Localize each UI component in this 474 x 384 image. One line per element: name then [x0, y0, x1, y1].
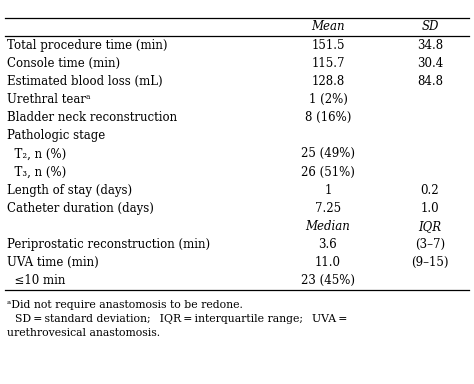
Text: Bladder neck reconstruction: Bladder neck reconstruction	[7, 111, 177, 124]
Text: Estimated blood loss (mL): Estimated blood loss (mL)	[7, 75, 163, 88]
Text: 30.4: 30.4	[417, 57, 443, 70]
Text: Length of stay (days): Length of stay (days)	[7, 184, 132, 197]
Text: (9–15): (9–15)	[411, 256, 449, 269]
Text: Urethral tearᵃ: Urethral tearᵃ	[7, 93, 91, 106]
Text: 34.8: 34.8	[417, 38, 443, 51]
Text: 11.0: 11.0	[315, 256, 341, 269]
Text: 1.0: 1.0	[421, 202, 439, 215]
Text: Console time (min): Console time (min)	[7, 57, 120, 70]
Text: Catheter duration (days): Catheter duration (days)	[7, 202, 154, 215]
Text: 3.6: 3.6	[319, 238, 337, 251]
Text: Total procedure time (min): Total procedure time (min)	[7, 38, 167, 51]
Text: 23 (45%): 23 (45%)	[301, 275, 355, 288]
Text: 26 (51%): 26 (51%)	[301, 166, 355, 179]
Text: 1: 1	[324, 184, 332, 197]
Text: SD: SD	[421, 20, 439, 33]
Text: Pathologic stage: Pathologic stage	[7, 129, 105, 142]
Text: 128.8: 128.8	[311, 75, 345, 88]
Text: Median: Median	[306, 220, 350, 233]
Text: 115.7: 115.7	[311, 57, 345, 70]
Text: urethrovesical anastomosis.: urethrovesical anastomosis.	[7, 328, 160, 338]
Text: T₂, n (%): T₂, n (%)	[7, 147, 66, 161]
Text: (3–7): (3–7)	[415, 238, 445, 251]
Text: 1 (2%): 1 (2%)	[309, 93, 347, 106]
Text: UVA time (min): UVA time (min)	[7, 256, 99, 269]
Text: IQR: IQR	[419, 220, 442, 233]
Text: Mean: Mean	[311, 20, 345, 33]
Text: SD = standard deviation;  IQR = interquartile range;  UVA =: SD = standard deviation; IQR = interquar…	[15, 314, 347, 324]
Text: ᵃDid not require anastomosis to be redone.: ᵃDid not require anastomosis to be redon…	[7, 300, 243, 310]
Text: 7.25: 7.25	[315, 202, 341, 215]
Text: Periprostatic reconstruction (min): Periprostatic reconstruction (min)	[7, 238, 210, 251]
Text: ≤10 min: ≤10 min	[7, 275, 65, 288]
Text: 25 (49%): 25 (49%)	[301, 147, 355, 161]
Text: 0.2: 0.2	[421, 184, 439, 197]
Text: 8 (16%): 8 (16%)	[305, 111, 351, 124]
Text: 151.5: 151.5	[311, 38, 345, 51]
Text: 84.8: 84.8	[417, 75, 443, 88]
Text: T₃, n (%): T₃, n (%)	[7, 166, 66, 179]
